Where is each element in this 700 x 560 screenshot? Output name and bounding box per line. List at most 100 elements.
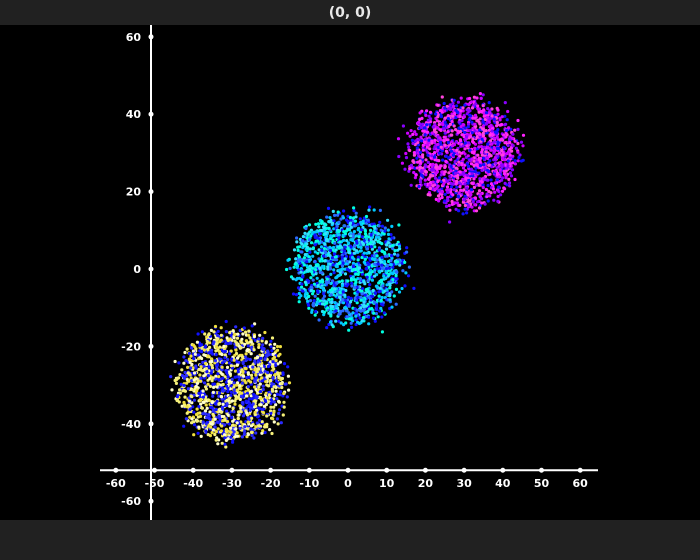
scatter-point bbox=[431, 184, 435, 188]
scatter-point bbox=[366, 261, 370, 265]
scatter-point bbox=[428, 147, 432, 151]
scatter-point bbox=[489, 148, 493, 152]
scatter-point bbox=[306, 303, 311, 307]
scatter-point bbox=[360, 289, 364, 293]
scatter-point bbox=[486, 107, 490, 111]
scatter-point bbox=[383, 226, 387, 230]
scatter-point bbox=[495, 120, 499, 125]
scatter-point bbox=[351, 232, 355, 236]
plot-canvas[interactable]: -60 -50 -40 -30 -20 -10 0 10 20 30 40 50 60 60 40 20 0 -2… bbox=[0, 25, 700, 520]
scatter-point bbox=[372, 311, 376, 315]
scatter-point bbox=[359, 228, 364, 232]
scatter-point bbox=[374, 284, 378, 288]
scatter-point bbox=[455, 185, 459, 189]
scatter-point bbox=[246, 388, 250, 392]
scatter-point bbox=[246, 385, 250, 389]
scatter-point bbox=[410, 138, 414, 142]
scatter-point bbox=[259, 397, 263, 401]
scatter-point bbox=[183, 370, 187, 375]
scatter-point bbox=[448, 220, 452, 224]
x-tick-mark bbox=[268, 467, 274, 473]
scatter-point bbox=[190, 346, 194, 350]
scatter-point bbox=[438, 151, 442, 155]
scatter-point bbox=[169, 375, 173, 379]
scatter-point bbox=[269, 409, 273, 413]
scatter-point bbox=[461, 109, 465, 113]
y-tick-mark bbox=[148, 34, 154, 40]
scatter-point bbox=[247, 397, 251, 401]
scatter-point bbox=[380, 315, 384, 319]
scatter-point bbox=[311, 289, 316, 293]
scatter-point bbox=[277, 411, 281, 415]
scatter-point bbox=[496, 143, 500, 147]
scatter-point bbox=[337, 261, 341, 265]
scatter-point bbox=[521, 133, 526, 137]
scatter-point bbox=[492, 117, 496, 121]
scatter-point bbox=[316, 284, 320, 288]
scatter-point bbox=[493, 156, 497, 160]
scatter-point bbox=[329, 259, 333, 263]
scatter-point bbox=[475, 96, 479, 100]
scatter-point bbox=[248, 365, 252, 369]
scatter-point bbox=[252, 392, 256, 397]
scatter-plot[interactable]: -60 -50 -40 -30 -20 -10 0 10 20 30 40 50 606040200-2… bbox=[0, 25, 700, 520]
scatter-point bbox=[244, 352, 248, 356]
scatter-point bbox=[351, 235, 355, 239]
scatter-point bbox=[332, 234, 336, 238]
scatter-point bbox=[300, 282, 304, 286]
scatter-point bbox=[359, 249, 363, 253]
scatter-point bbox=[401, 269, 405, 273]
scatter-point bbox=[451, 164, 456, 168]
scatter-point bbox=[472, 177, 476, 181]
scatter-point bbox=[192, 423, 197, 427]
scatter-point bbox=[460, 163, 464, 167]
x-tick-label: -40 bbox=[183, 477, 203, 490]
scatter-point bbox=[321, 254, 326, 258]
scatter-point bbox=[265, 425, 269, 429]
scatter-point bbox=[449, 185, 454, 189]
scatter-point bbox=[360, 292, 364, 296]
scatter-point bbox=[404, 156, 409, 160]
scatter-point bbox=[275, 379, 279, 383]
scatter-point bbox=[192, 378, 196, 382]
scatter-point bbox=[208, 384, 213, 388]
scatter-point bbox=[367, 208, 371, 212]
scatter-point bbox=[496, 108, 500, 112]
scatter-point bbox=[249, 430, 254, 434]
scatter-point bbox=[486, 142, 490, 146]
scatter-point bbox=[407, 145, 411, 149]
scatter-point bbox=[240, 401, 244, 405]
scatter-point bbox=[479, 109, 484, 114]
scatter-point bbox=[325, 277, 329, 281]
scatter-point bbox=[431, 174, 435, 178]
scatter-point bbox=[195, 340, 199, 344]
scatter-point bbox=[233, 353, 237, 357]
scatter-point bbox=[277, 399, 281, 403]
scatter-point bbox=[356, 258, 360, 262]
scatter-point bbox=[503, 181, 507, 185]
scatter-point bbox=[352, 251, 356, 255]
scatter-point bbox=[180, 368, 184, 372]
scatter-point bbox=[431, 125, 435, 129]
scatter-point bbox=[395, 260, 400, 264]
scatter-point bbox=[468, 199, 472, 203]
y-tick-mark bbox=[148, 343, 154, 349]
scatter-point bbox=[219, 410, 223, 414]
scatter-point bbox=[252, 436, 256, 440]
scatter-point bbox=[320, 286, 324, 290]
scatter-point bbox=[384, 267, 389, 271]
scatter-point bbox=[346, 295, 351, 299]
scatter-point bbox=[271, 357, 275, 361]
scatter-point bbox=[360, 319, 364, 323]
scatter-point bbox=[447, 188, 451, 192]
scatter-point bbox=[183, 404, 187, 408]
scatter-point bbox=[484, 111, 489, 115]
scatter-point bbox=[446, 117, 450, 121]
scatter-point bbox=[436, 184, 440, 188]
scatter-point bbox=[450, 199, 454, 204]
scatter-point bbox=[436, 115, 440, 119]
scatter-point bbox=[359, 309, 363, 313]
scatter-point bbox=[453, 160, 457, 164]
scatter-point bbox=[245, 341, 249, 345]
scatter-point bbox=[322, 294, 327, 298]
